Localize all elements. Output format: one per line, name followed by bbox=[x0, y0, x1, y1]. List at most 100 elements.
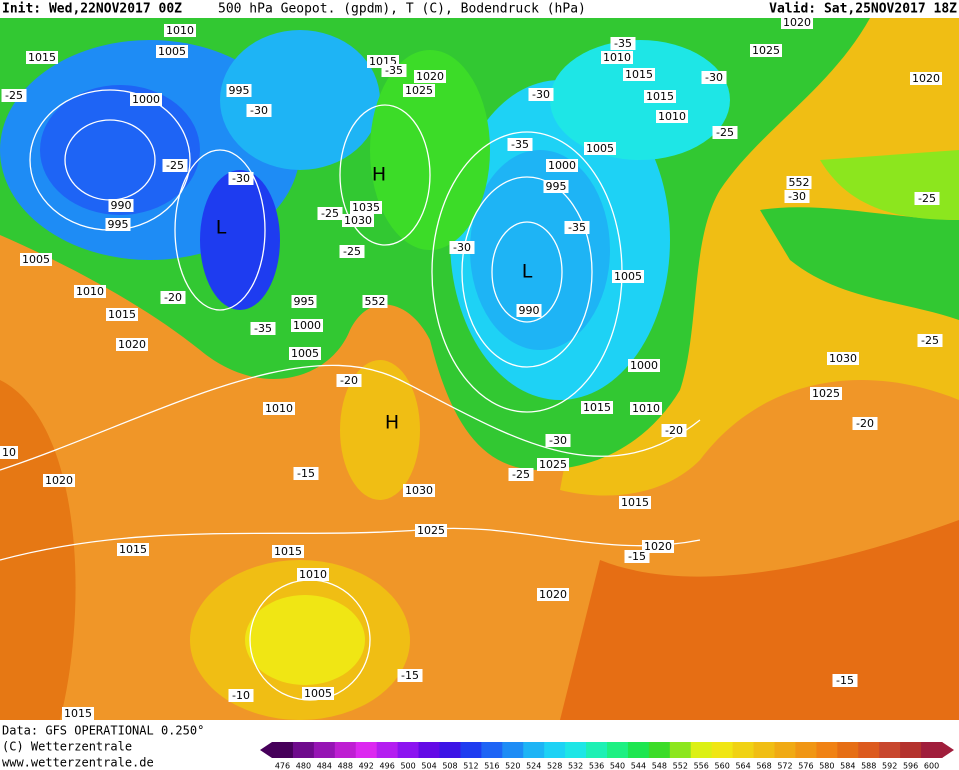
label-box bbox=[508, 468, 534, 481]
scale-cell bbox=[397, 742, 420, 758]
isobar-label: 1005 bbox=[22, 253, 50, 266]
scale-label: 592 bbox=[882, 762, 897, 770]
label-box bbox=[581, 401, 613, 414]
header-bar bbox=[0, 0, 959, 18]
temperature-label: -25 bbox=[918, 192, 936, 205]
scale-label: 512 bbox=[463, 762, 478, 770]
scale-label: 496 bbox=[380, 762, 395, 770]
temperature-label: -20 bbox=[164, 291, 182, 304]
scale-label: 508 bbox=[442, 762, 457, 770]
pressure-center: L bbox=[522, 261, 533, 283]
isobar-label: 1030 bbox=[344, 214, 372, 227]
label-box bbox=[117, 543, 149, 556]
scale-cell bbox=[355, 742, 378, 758]
label-box bbox=[108, 199, 134, 212]
isobar-label: 1015 bbox=[28, 51, 56, 64]
label-box bbox=[339, 245, 365, 258]
label-box bbox=[528, 88, 554, 101]
temperature-label: -30 bbox=[250, 104, 268, 117]
isobar-label: 1005 bbox=[304, 687, 332, 700]
scale-label: 568 bbox=[756, 762, 771, 770]
label-box bbox=[701, 71, 727, 84]
isobar-label: 1025 bbox=[812, 387, 840, 400]
label-box bbox=[415, 524, 447, 537]
data-source: Data: GFS OPERATIONAL 0.250° bbox=[2, 724, 204, 738]
isobar-label: 1005 bbox=[614, 270, 642, 283]
isobar-label: 1010 bbox=[658, 110, 686, 123]
label-box bbox=[105, 218, 131, 231]
temperature-label: -25 bbox=[166, 159, 184, 172]
temperature-label: -25 bbox=[5, 89, 23, 102]
scale-label: 540 bbox=[610, 762, 625, 770]
isobar-label: 10 bbox=[2, 446, 16, 459]
label-box bbox=[162, 159, 188, 172]
isobar-label: 1005 bbox=[291, 347, 319, 360]
map-background bbox=[0, 0, 959, 720]
temperature-label: -30 bbox=[549, 434, 567, 447]
temperature-label: -35 bbox=[614, 37, 632, 50]
scale-cell bbox=[272, 742, 294, 758]
label-box bbox=[414, 70, 446, 83]
scale-cell bbox=[774, 742, 796, 758]
label-box bbox=[827, 352, 859, 365]
isobar-label: 1020 bbox=[644, 540, 672, 553]
valid-time: Valid: Sat,25NOV2017 18Z bbox=[769, 2, 957, 17]
scale-cell bbox=[837, 742, 859, 758]
label-box bbox=[291, 295, 317, 308]
isobar-label: 1010 bbox=[299, 568, 327, 581]
isobar-label: 1015 bbox=[64, 707, 92, 720]
scale-cell bbox=[732, 742, 755, 758]
isobar-label: 1025 bbox=[417, 524, 445, 537]
scale-arrow-right bbox=[942, 742, 954, 758]
isobar-label: 1020 bbox=[416, 70, 444, 83]
pressure-center: H bbox=[372, 164, 386, 186]
color-scale: 476 480 484 488 492 496 500 504 508 512 516 520 524 5… bbox=[260, 742, 954, 770]
scale-label: 480 bbox=[296, 762, 311, 770]
scale-label: 564 bbox=[735, 762, 750, 770]
scale-label: 476 bbox=[275, 762, 290, 770]
label-box bbox=[917, 334, 943, 347]
label-box bbox=[750, 44, 782, 57]
url: www.wetterzentrale.de bbox=[2, 756, 154, 770]
isobar-label: 1015 bbox=[274, 545, 302, 558]
label-box bbox=[601, 51, 633, 64]
scale-label: 552 bbox=[673, 762, 688, 770]
scale-arrow-left bbox=[260, 742, 272, 758]
isobar-label: 1015 bbox=[625, 68, 653, 81]
scale-label: 484 bbox=[317, 762, 332, 770]
temperature-label: -35 bbox=[254, 322, 272, 335]
label-box bbox=[397, 669, 423, 682]
scale-label: 492 bbox=[359, 762, 374, 770]
isobar-label: 1015 bbox=[621, 496, 649, 509]
product: 500 hPa Geopot. (gpdm), T (C), Bodendruc… bbox=[218, 2, 586, 17]
isobar-label: 1005 bbox=[586, 142, 614, 155]
label-box bbox=[584, 142, 616, 155]
label-box bbox=[342, 214, 374, 227]
isobar-label: 1010 bbox=[76, 285, 104, 298]
label-box bbox=[910, 72, 942, 85]
label-box bbox=[26, 51, 58, 64]
scale-label: 584 bbox=[840, 762, 855, 770]
label-box bbox=[297, 568, 329, 581]
label-box bbox=[228, 689, 254, 702]
scale-label: 520 bbox=[505, 762, 520, 770]
scale-label: 516 bbox=[484, 762, 499, 770]
init-time: Init: Wed,22NOV2017 00Z bbox=[2, 2, 182, 17]
scale-label: 560 bbox=[715, 762, 730, 770]
temperature-label: -25 bbox=[321, 207, 339, 220]
label-box bbox=[263, 402, 295, 415]
scale-cell bbox=[669, 742, 692, 758]
isobar-label: 1015 bbox=[108, 308, 136, 321]
label-box bbox=[537, 458, 569, 471]
isobar-label: 1000 bbox=[132, 93, 160, 106]
isobar-label: 1010 bbox=[265, 402, 293, 415]
label-box bbox=[20, 253, 52, 266]
scale-cell bbox=[795, 742, 817, 758]
temperature-label: -30 bbox=[788, 190, 806, 203]
label-box bbox=[228, 172, 254, 185]
temperature-label: -25 bbox=[921, 334, 939, 347]
scale-cell bbox=[648, 742, 671, 758]
isobar-label: 1020 bbox=[45, 474, 73, 487]
